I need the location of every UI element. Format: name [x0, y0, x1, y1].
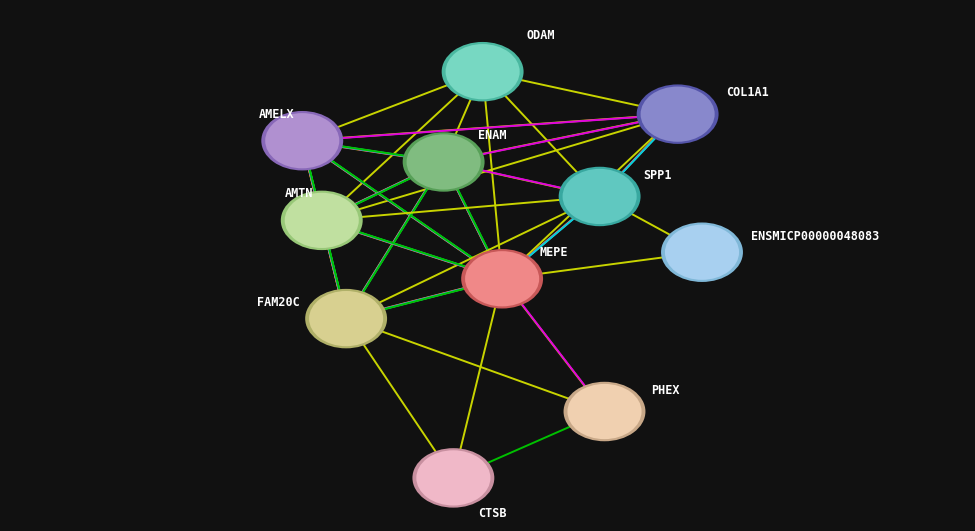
Text: ENSMICP00000048083: ENSMICP00000048083: [751, 230, 879, 243]
Ellipse shape: [641, 87, 715, 142]
Ellipse shape: [412, 448, 494, 508]
Ellipse shape: [564, 382, 645, 441]
Ellipse shape: [261, 111, 343, 170]
Ellipse shape: [407, 134, 481, 190]
Ellipse shape: [416, 450, 490, 506]
Ellipse shape: [461, 249, 543, 309]
Text: ENAM: ENAM: [478, 129, 506, 142]
Text: COL1A1: COL1A1: [726, 87, 769, 99]
Ellipse shape: [281, 191, 363, 250]
Text: AMTN: AMTN: [285, 187, 313, 200]
Text: FAM20C: FAM20C: [256, 296, 299, 309]
Text: CTSB: CTSB: [478, 507, 507, 520]
Text: PHEX: PHEX: [651, 384, 680, 397]
Ellipse shape: [285, 193, 359, 248]
Ellipse shape: [665, 225, 739, 280]
Text: SPP1: SPP1: [644, 169, 672, 182]
Ellipse shape: [309, 291, 383, 346]
Ellipse shape: [661, 222, 743, 282]
Text: ODAM: ODAM: [526, 30, 556, 42]
Text: MEPE: MEPE: [539, 246, 567, 259]
Ellipse shape: [637, 84, 719, 144]
Ellipse shape: [563, 169, 637, 224]
Text: AMELX: AMELX: [258, 108, 294, 121]
Ellipse shape: [403, 132, 485, 192]
Ellipse shape: [305, 289, 387, 348]
Ellipse shape: [265, 113, 339, 168]
Ellipse shape: [446, 44, 520, 99]
Ellipse shape: [465, 251, 539, 306]
Ellipse shape: [442, 42, 524, 101]
Ellipse shape: [567, 384, 642, 439]
Ellipse shape: [559, 167, 641, 226]
